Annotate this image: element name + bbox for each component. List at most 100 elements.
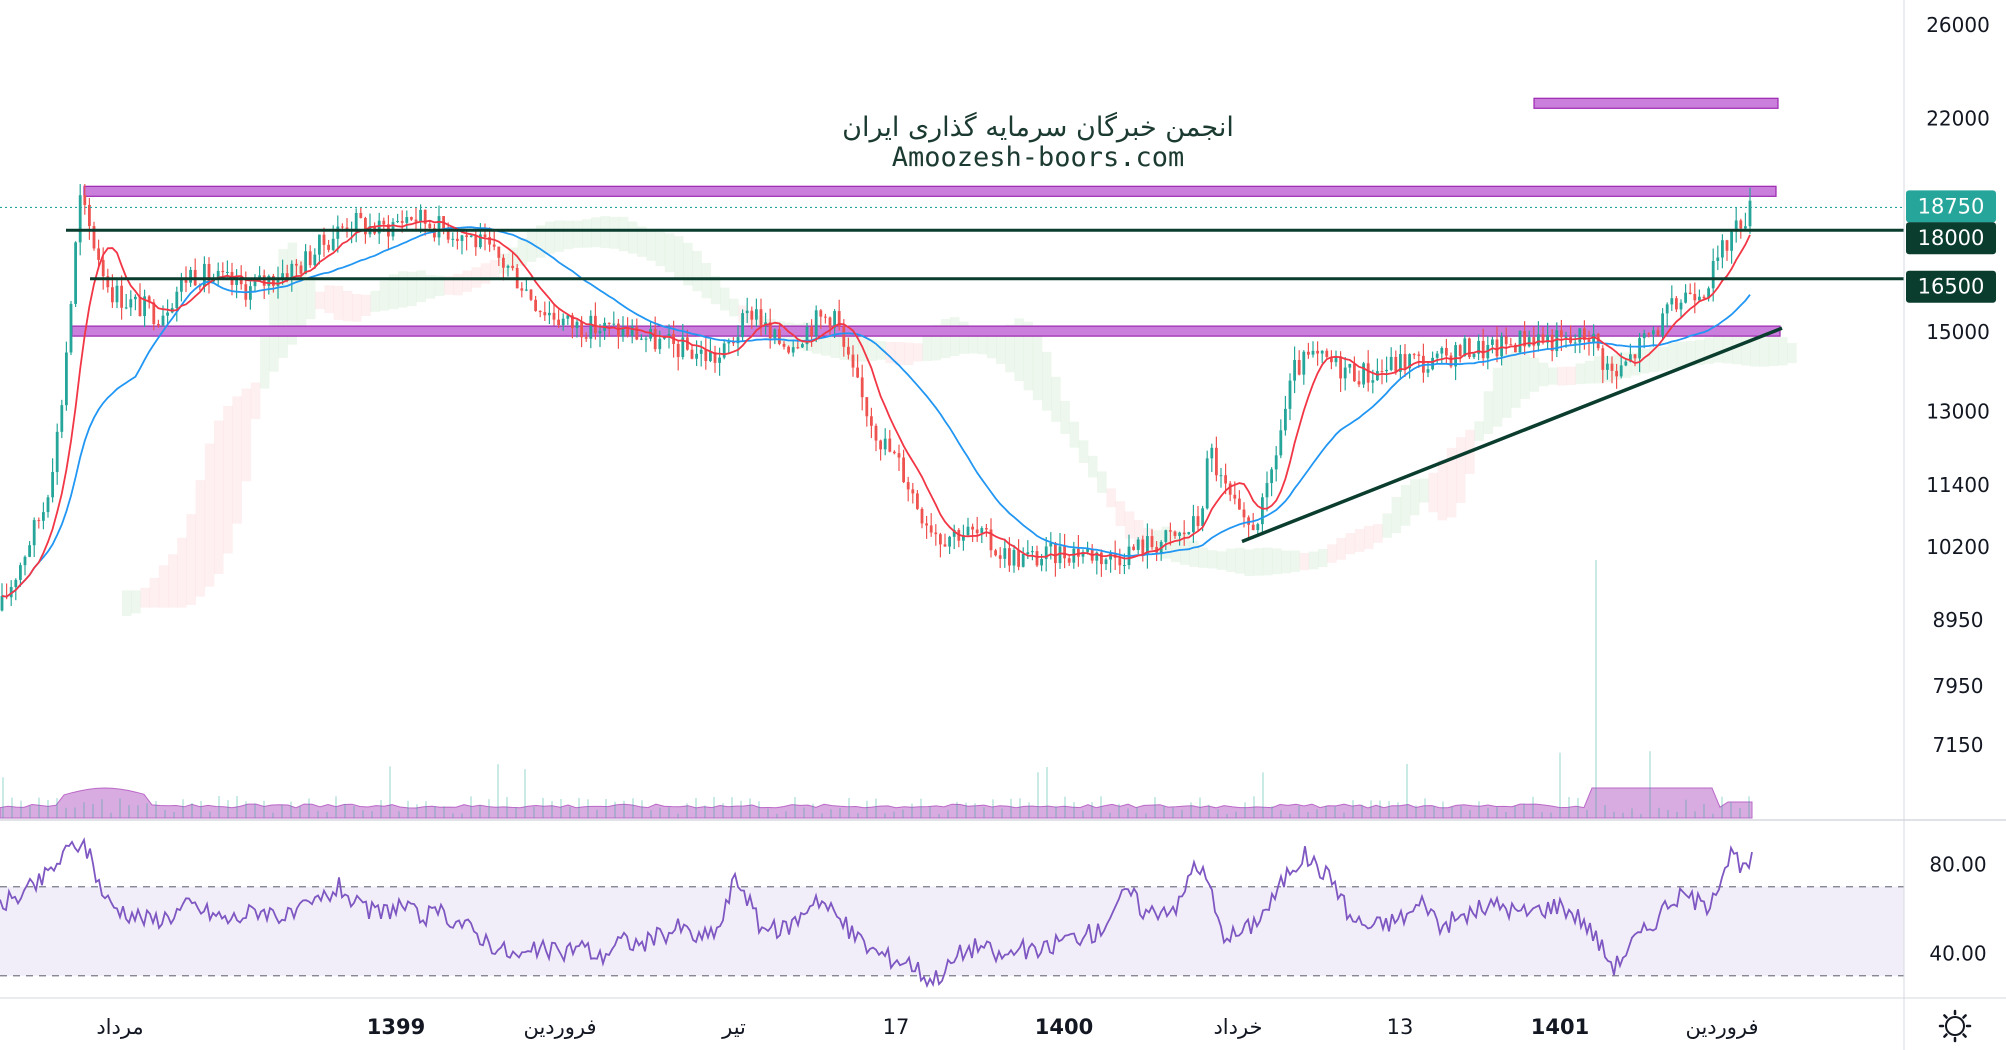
cloud-segment <box>1437 460 1448 521</box>
cloud-segment <box>1088 455 1098 478</box>
candle-body <box>1297 359 1301 375</box>
cloud-segment <box>904 342 914 366</box>
cloud-segment <box>1575 363 1586 385</box>
cloud-segment <box>1787 343 1797 364</box>
candle-body <box>1302 351 1306 375</box>
candle-body <box>1399 354 1402 372</box>
candle-body <box>51 472 54 498</box>
candle-body <box>1353 363 1356 382</box>
cloud-segment <box>1005 324 1015 373</box>
candle-body <box>419 209 422 222</box>
cloud-segment <box>195 480 206 597</box>
candle-body <box>1734 220 1738 232</box>
candle-body <box>681 337 685 358</box>
candle-body <box>1601 348 1605 370</box>
candle-body <box>1573 342 1577 344</box>
cloud-segment <box>572 220 583 248</box>
cloud-segment <box>149 577 160 608</box>
candle-body <box>1431 357 1434 370</box>
candle-body <box>1412 354 1416 356</box>
candle-body <box>1362 363 1365 385</box>
candle-body <box>428 223 432 229</box>
candle-body <box>1104 559 1108 565</box>
candle-body <box>732 341 735 344</box>
candle-body <box>474 235 478 248</box>
candle-body <box>1274 455 1278 470</box>
gear-icon[interactable] <box>1938 1009 1972 1043</box>
candle-body <box>1081 551 1085 557</box>
candle-body <box>943 544 947 547</box>
cloud-segment <box>931 324 942 361</box>
resistance-zone[interactable] <box>83 185 1777 197</box>
cloud-segment <box>1354 529 1365 552</box>
candle-body <box>1541 334 1545 343</box>
candle-body <box>1270 469 1273 484</box>
price-badge-18000 <box>1906 222 1996 255</box>
cloud-segment <box>618 216 629 252</box>
candle-body <box>189 269 192 283</box>
rsi-pane: 80.00 40.00 <box>0 837 1987 989</box>
cloud-segment <box>324 285 334 314</box>
candle-body <box>847 346 850 355</box>
time-axis[interactable]: مرداد 1399 فروردین تیر 17 1400 خرداد 13 1401 فرور… <box>96 1015 1758 1039</box>
candle-body <box>1031 551 1034 553</box>
candle-body <box>336 226 340 239</box>
candle-body <box>1394 356 1398 372</box>
cloud-segment <box>1400 485 1411 526</box>
candle-body <box>1215 447 1218 476</box>
candle-body <box>262 275 266 286</box>
cloud-segment <box>554 220 564 252</box>
cloud-segment <box>692 250 702 292</box>
cloud-segment <box>1594 356 1604 384</box>
candle-body <box>184 278 188 283</box>
candle-body <box>897 453 901 458</box>
candle-body <box>460 235 464 241</box>
cloud-segment <box>1502 353 1512 418</box>
cloud-segment <box>131 590 141 614</box>
candle-body <box>1688 292 1692 294</box>
candle-body <box>1169 530 1172 532</box>
candle-body <box>221 270 225 273</box>
candle-body <box>1550 334 1554 352</box>
candle-body <box>42 512 45 521</box>
candle-body <box>124 307 128 309</box>
cloud-segment <box>1299 552 1310 571</box>
candle-body <box>1514 344 1517 353</box>
cloud-segment <box>1483 391 1494 434</box>
candle-body <box>745 310 749 314</box>
candle-body <box>60 405 64 432</box>
candle-body <box>722 343 726 358</box>
cloud-segment <box>646 228 656 261</box>
candle-body <box>308 251 312 266</box>
candle-body <box>778 329 781 344</box>
watermark-line2: Amoozesh-boors.com <box>892 142 1185 173</box>
cloud-segment <box>830 330 840 358</box>
cloud-segment <box>232 396 242 524</box>
candle-body <box>1560 330 1563 338</box>
trendline[interactable] <box>1241 326 1783 544</box>
cloud-segment <box>1014 318 1024 382</box>
candle-body <box>396 221 399 223</box>
candle-body <box>676 343 680 358</box>
cloud-segment <box>628 221 638 254</box>
cloud-segment <box>1640 348 1650 374</box>
cloud-segment <box>867 339 877 361</box>
candle-body <box>1265 483 1269 498</box>
cloud-segment <box>140 587 150 608</box>
candle-body <box>1629 354 1632 362</box>
candle-body <box>83 195 87 205</box>
cloud-segment <box>1253 548 1264 576</box>
resistance-zone-upper[interactable] <box>1533 97 1779 109</box>
candle-body <box>469 235 473 237</box>
candle-body <box>479 234 482 248</box>
price-axis[interactable]: 26000 22000 15000 13000 11400 10200 8950 7950 71… <box>1926 13 1990 757</box>
cloud-segment <box>1226 548 1236 572</box>
price-badge-label: 18750 <box>1918 194 1985 218</box>
cloud-segment <box>1078 440 1089 463</box>
candle-body <box>1739 220 1743 229</box>
cloud-segment <box>664 233 675 273</box>
cloud-segment <box>1428 472 1438 513</box>
candle-body <box>129 299 133 308</box>
candle-body <box>1380 371 1384 373</box>
candle-body <box>446 228 450 240</box>
